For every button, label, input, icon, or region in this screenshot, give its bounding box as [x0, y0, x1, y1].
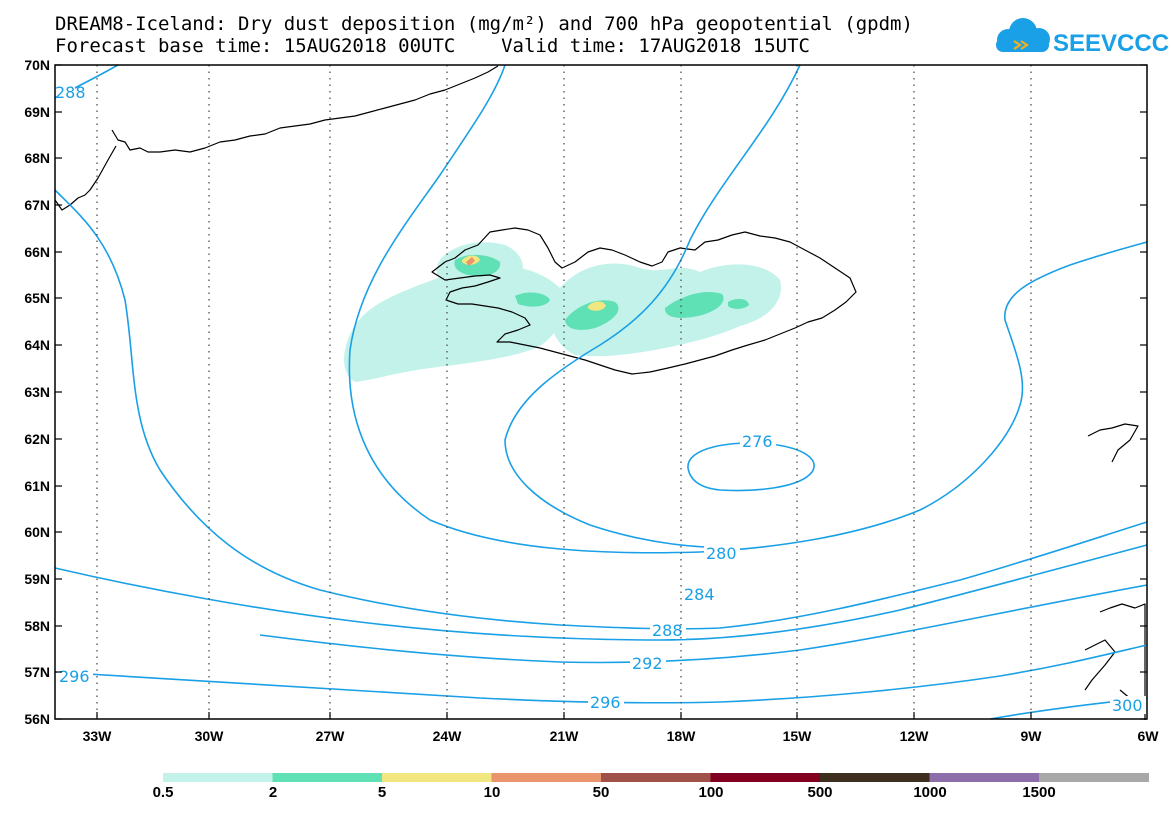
- legend-color-box: [163, 773, 273, 782]
- lat-label: 70N: [24, 57, 50, 73]
- coastlines: [54, 65, 1146, 720]
- faroe-shetland-coast: [1087, 423, 1139, 463]
- greenland-coast-southwest: [54, 145, 117, 211]
- lat-label: 65N: [24, 290, 50, 306]
- lon-label: 33W: [83, 728, 113, 744]
- lat-label: 56N: [24, 711, 50, 727]
- color-legend: 0.5 2 5 10 50 100 500 1000 1500: [153, 773, 1149, 801]
- legend-color-box: [491, 773, 602, 782]
- contour-label: 284: [684, 585, 715, 604]
- longitude-axis: 33W 30W 27W 24W 21W 18W 15W 12W 9W 6W: [83, 712, 1160, 744]
- contour-line-288: [259, 584, 1148, 664]
- legend-label: 1000: [913, 784, 946, 801]
- seevccc-logo: SEEVCCC: [996, 18, 1169, 57]
- lon-label: 9W: [1021, 728, 1043, 744]
- contour-label: 288: [652, 621, 683, 640]
- legend-label: 100: [698, 784, 723, 801]
- contour-label: 296: [59, 667, 90, 686]
- cloud-logo-icon: [996, 18, 1050, 52]
- iceland-coast: [431, 227, 857, 375]
- lon-label: 24W: [433, 728, 463, 744]
- legend-color-box: [601, 773, 711, 782]
- dust-area-high-1: [588, 301, 606, 311]
- lat-label: 69N: [24, 104, 50, 120]
- lat-label: 60N: [24, 524, 50, 540]
- lon-label: 27W: [316, 728, 346, 744]
- dust-area-mid-5: [728, 298, 749, 309]
- dust-deposition-shading: [344, 242, 781, 382]
- legend-label: 50: [593, 784, 610, 801]
- contour-label: 292: [632, 654, 663, 673]
- contour-line-280: [348, 64, 1148, 554]
- dust-area-higher-1: [466, 257, 475, 266]
- lon-label: 12W: [900, 728, 930, 744]
- contour-label: 276: [742, 432, 773, 451]
- legend-label: 5: [378, 784, 386, 801]
- dust-area-low-west: [344, 265, 566, 382]
- contour-line-284: [54, 544, 1148, 641]
- lat-label: 68N: [24, 150, 50, 166]
- legend-label: 10: [484, 784, 501, 801]
- legend-color-boxes: [163, 773, 1149, 782]
- dust-area-mid-3: [664, 291, 724, 318]
- map-area: [55, 65, 1147, 719]
- legend-color-box: [929, 773, 1040, 782]
- legend-color-box: [710, 773, 821, 782]
- legend-label: 2: [269, 784, 277, 801]
- legend-color-box: [820, 773, 930, 782]
- dust-area-mid-4: [515, 292, 550, 307]
- lon-label: 21W: [550, 728, 580, 744]
- dust-area-mid-2: [565, 300, 619, 330]
- contour-label: 300: [1112, 696, 1143, 715]
- contour-label: 280: [706, 544, 737, 563]
- title-line-2: Forecast base time: 15AUG2018 00UTC Vali…: [55, 35, 810, 57]
- contour-line-276: [687, 442, 815, 492]
- contour-line-inner: [504, 64, 801, 549]
- lon-label: 30W: [195, 728, 225, 744]
- lat-label: 63N: [24, 384, 50, 400]
- legend-label: 1500: [1022, 784, 1055, 801]
- lon-label: 15W: [783, 728, 813, 744]
- legend-label: 500: [807, 784, 832, 801]
- lat-label: 57N: [24, 664, 50, 680]
- lat-label: 59N: [24, 571, 50, 587]
- lon-label: 6W: [1138, 728, 1160, 744]
- contour-label: 296: [590, 693, 621, 712]
- lon-label: 18W: [667, 728, 697, 744]
- title-line-1: DREAM8-Iceland: Dry dust deposition (mg/…: [55, 13, 913, 35]
- legend-label: 0.5: [153, 784, 174, 801]
- latitude-axis: 70N 69N 68N 67N 66N 65N 64N 63N 62N 61N …: [24, 57, 1147, 727]
- legend-color-box: [272, 773, 383, 782]
- contour-line-292: [54, 644, 1148, 704]
- legend-color-box: [382, 773, 492, 782]
- lat-label: 66N: [24, 244, 50, 260]
- contour-label: 288: [55, 83, 86, 102]
- contour-labels: 288 276 280 284 288 292 296 296 300: [55, 82, 1146, 715]
- lat-label: 64N: [24, 337, 50, 353]
- legend-color-box: [1039, 773, 1149, 782]
- lat-label: 58N: [24, 618, 50, 634]
- contour-line-outer-west: [54, 189, 1148, 630]
- logo-text: SEEVCCC: [1053, 30, 1169, 57]
- lat-label: 62N: [24, 431, 50, 447]
- greenland-coast: [111, 65, 499, 153]
- lat-label: 67N: [24, 197, 50, 213]
- lat-label: 61N: [24, 478, 50, 494]
